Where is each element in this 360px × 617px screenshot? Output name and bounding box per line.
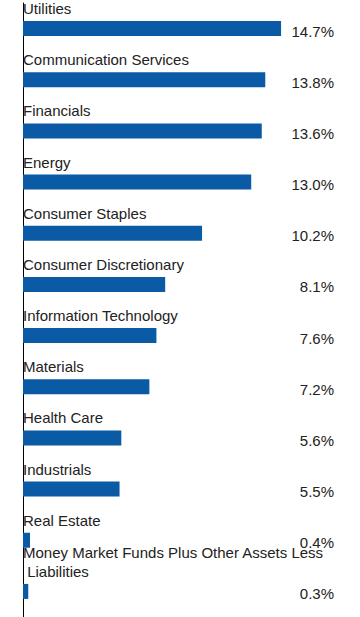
svg-text:5.6%: 5.6% bbox=[300, 432, 334, 449]
svg-text:13.6%: 13.6% bbox=[291, 125, 334, 142]
svg-text:Liabilities: Liabilities bbox=[23, 563, 89, 580]
svg-text:Real Estate: Real Estate bbox=[23, 512, 101, 529]
svg-text:Consumer Staples: Consumer Staples bbox=[23, 205, 146, 222]
svg-text:Communication Services: Communication Services bbox=[23, 51, 189, 68]
svg-text:13.0%: 13.0% bbox=[291, 176, 334, 193]
svg-text:8.1%: 8.1% bbox=[300, 278, 334, 295]
svg-text:Industrials: Industrials bbox=[23, 461, 91, 478]
svg-text:Energy: Energy bbox=[23, 154, 71, 171]
svg-text:13.8%: 13.8% bbox=[291, 74, 334, 91]
svg-text:Financials: Financials bbox=[23, 102, 91, 119]
svg-text:Materials: Materials bbox=[23, 358, 84, 375]
svg-text:Consumer Discretionary: Consumer Discretionary bbox=[23, 256, 184, 273]
svg-text:0.3%: 0.3% bbox=[300, 585, 334, 602]
svg-text:14.7%: 14.7% bbox=[291, 23, 334, 40]
svg-text:7.6%: 7.6% bbox=[300, 330, 334, 347]
svg-text:Health Care: Health Care bbox=[23, 409, 103, 426]
svg-text:Utilities: Utilities bbox=[23, 0, 71, 17]
svg-text:7.2%: 7.2% bbox=[300, 381, 334, 398]
svg-text:5.5%: 5.5% bbox=[300, 483, 334, 500]
svg-text:0.4%: 0.4% bbox=[299, 534, 334, 552]
svg-text:Money Market Funds Plus Other: Money Market Funds Plus Other Assets Les… bbox=[23, 544, 323, 561]
svg-text:10.2%: 10.2% bbox=[291, 227, 334, 244]
svg-text:Information Technology: Information Technology bbox=[23, 307, 178, 324]
